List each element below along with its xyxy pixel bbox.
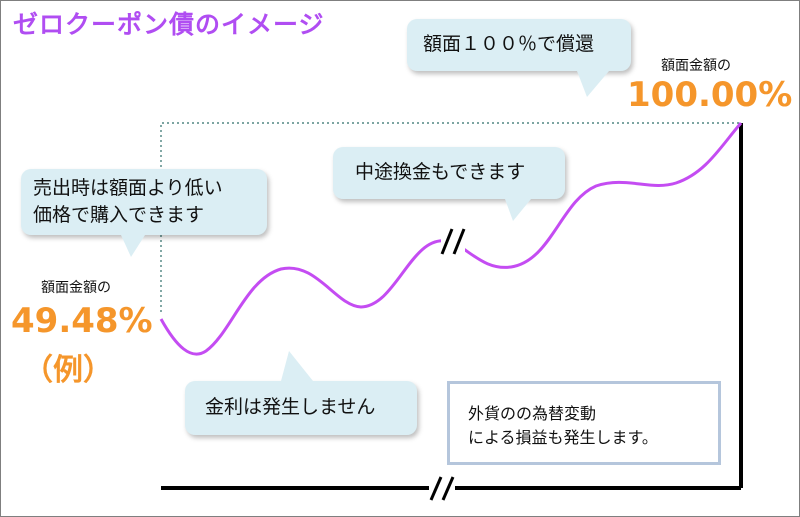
axis-break-mark — [429, 476, 455, 501]
page-title: ゼロクーポン債のイメージ — [13, 10, 325, 39]
cash-out-callout: 中途換金もできます — [333, 147, 565, 221]
purchase-callout-line-1: 売出時は額面より低い — [33, 177, 223, 199]
par-value-guide-line — [160, 122, 741, 312]
start-value-label: 額面金額の — [41, 280, 111, 296]
redemption-callout-tail — [577, 71, 609, 97]
fx-note-line-1: 外貨のの為替変動 — [468, 404, 597, 423]
end-value-label: 額面金額の — [661, 58, 731, 74]
purchase-price-callout: 売出時は額面より低い 価格で購入できます — [21, 169, 267, 257]
fx-risk-note: 外貨のの為替変動 による損益も発生します。 — [447, 381, 721, 465]
no-interest-callout: 金利は発生しません — [185, 351, 417, 435]
fx-note-line-2: による損益も発生します。 — [468, 428, 658, 447]
redemption-callout-text: 額面１００％で償還 — [423, 33, 595, 55]
end-value-percent: 100.00% — [627, 75, 793, 115]
start-value-example-note: （例） — [23, 353, 113, 388]
no-interest-callout-tail — [281, 351, 313, 381]
purchase-callout-tail — [121, 235, 145, 257]
curve-break-mark — [440, 228, 466, 255]
purchase-callout-line-2: 価格で購入できます — [33, 204, 205, 226]
redemption-callout: 額面１００％で償還 — [407, 19, 631, 97]
no-interest-callout-text: 金利は発生しません — [205, 396, 376, 418]
cash-out-callout-text: 中途換金もできます — [355, 161, 526, 183]
start-value-percent: 49.48% — [11, 301, 153, 341]
cash-out-callout-tail — [505, 199, 531, 221]
